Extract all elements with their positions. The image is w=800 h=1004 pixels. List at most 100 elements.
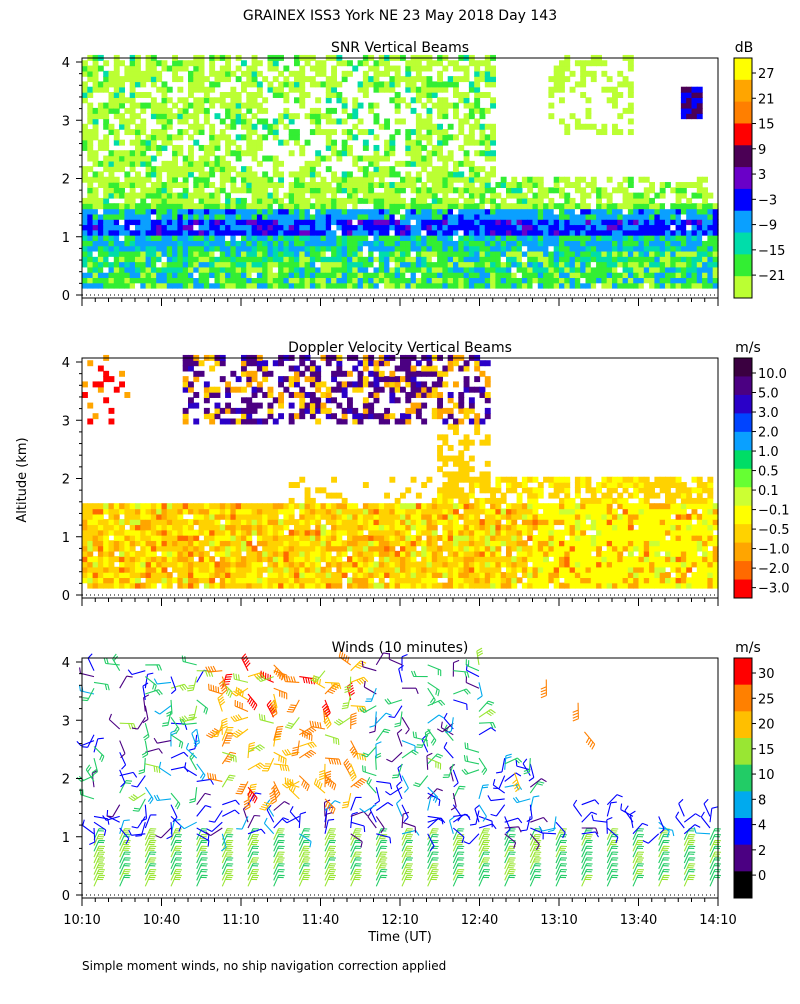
snr-cell [480, 193, 486, 199]
snr-cell [268, 87, 274, 93]
snr-cell [421, 124, 427, 130]
doppler-cell [193, 514, 199, 520]
snr-cell [220, 219, 226, 225]
snr-cell [326, 108, 332, 114]
snr-cell [283, 240, 289, 246]
doppler-cell [204, 413, 210, 419]
snr-cell [469, 113, 475, 119]
snr-cell [697, 182, 703, 188]
doppler-cell [395, 514, 401, 520]
snr-cell [580, 240, 586, 246]
doppler-cell [262, 519, 268, 525]
snr-cell [427, 187, 433, 193]
snr-cell [162, 198, 168, 204]
doppler-cell [183, 561, 189, 567]
doppler-cell [188, 519, 194, 525]
doppler-cell [257, 403, 263, 409]
snr-cell [315, 267, 321, 273]
snr-cell [336, 214, 342, 220]
snr-cell [639, 193, 645, 199]
snr-cell [82, 283, 88, 289]
doppler-cell [294, 572, 300, 578]
snr-cell [633, 251, 639, 257]
doppler-cell [342, 524, 348, 530]
snr-cell [294, 261, 300, 267]
doppler-cell [241, 514, 247, 520]
snr-cell [199, 103, 205, 109]
doppler-cell [321, 546, 327, 552]
doppler-cell [331, 530, 337, 536]
snr-cell [188, 256, 194, 262]
snr-cell [188, 246, 194, 252]
doppler-cell [289, 503, 295, 509]
doppler-cell [82, 392, 88, 398]
snr-cell [538, 272, 544, 278]
snr-cell [305, 251, 311, 257]
doppler-cell [183, 535, 189, 541]
snr-cell [241, 283, 247, 289]
snr-cell [257, 240, 263, 246]
snr-cell [697, 256, 703, 262]
snr-cell [98, 108, 104, 114]
snr-cell [538, 246, 544, 252]
doppler-cell [98, 546, 104, 552]
doppler-cell [363, 519, 369, 525]
snr-cell [156, 60, 162, 66]
snr-cell [215, 261, 221, 267]
snr-cell [146, 171, 152, 177]
snr-cell [670, 251, 676, 257]
snr-cell [697, 272, 703, 278]
snr-cell [480, 203, 486, 209]
doppler-cell [246, 376, 252, 382]
snr-cell [230, 113, 236, 119]
doppler-cell [124, 551, 130, 557]
snr-cell [215, 214, 221, 220]
snr-cell [236, 198, 242, 204]
doppler-cell [241, 360, 247, 366]
snr-cell [676, 193, 682, 199]
snr-cell [586, 283, 592, 289]
snr-cell [464, 187, 470, 193]
snr-cell [119, 81, 125, 87]
snr-cell [580, 283, 586, 289]
snr-cell [432, 198, 438, 204]
snr-cell [262, 97, 268, 103]
snr-cell [448, 283, 454, 289]
snr-cell [543, 230, 549, 236]
doppler-cell [193, 376, 199, 382]
snr-cell [321, 113, 327, 119]
snr-cell [490, 166, 496, 172]
doppler-cell [368, 360, 374, 366]
snr-cell [506, 193, 512, 199]
doppler-cell [204, 551, 210, 557]
snr-cell [453, 161, 459, 167]
doppler-cell [384, 381, 390, 387]
snr-cell [124, 230, 130, 236]
snr-cell [130, 71, 136, 77]
snr-cell [252, 81, 258, 87]
snr-cell [448, 251, 454, 257]
snr-cell [506, 235, 512, 241]
snr-cell [395, 283, 401, 289]
snr-cell [167, 66, 173, 72]
snr-cell [162, 161, 168, 167]
snr-cell [151, 198, 157, 204]
doppler-cell [220, 514, 226, 520]
doppler-cell [156, 503, 162, 509]
snr-cell [490, 156, 496, 162]
snr-cell [273, 240, 279, 246]
doppler-cell [326, 519, 332, 525]
snr-cell [109, 124, 115, 130]
snr-cell [103, 145, 109, 151]
snr-cell [517, 246, 523, 252]
snr-cell [331, 235, 337, 241]
snr-cell [321, 235, 327, 241]
snr-cell [681, 209, 687, 215]
snr-cell [458, 251, 464, 257]
snr-cell [554, 261, 560, 267]
snr-cell [230, 203, 236, 209]
snr-cell [209, 166, 215, 172]
snr-cell [681, 235, 687, 241]
snr-cell [273, 129, 279, 135]
snr-cell [628, 230, 634, 236]
